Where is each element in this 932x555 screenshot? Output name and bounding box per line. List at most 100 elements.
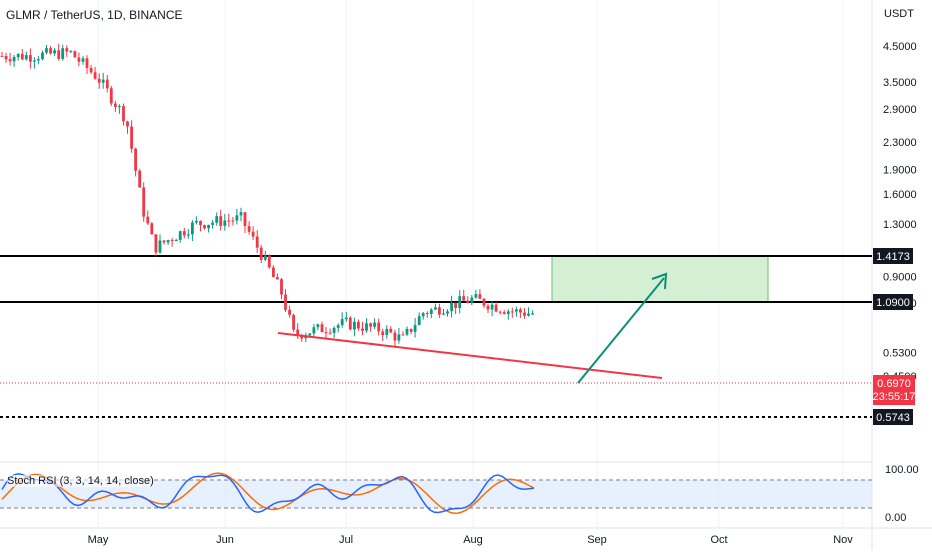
candle-down <box>203 225 206 229</box>
candle-up <box>429 309 433 314</box>
candle-down <box>105 79 109 89</box>
candle-down <box>276 277 279 280</box>
last-price-label[interactable]: 0.6970 23:55:17 <box>873 375 916 405</box>
time-label-aug: Aug <box>463 534 483 546</box>
candle-up <box>417 316 421 325</box>
descending-trendline[interactable] <box>277 332 663 379</box>
candle-down <box>255 236 259 248</box>
candle-up <box>81 58 85 62</box>
time-axis[interactable]: May Jun Jul Aug Sep Oct Nov <box>88 534 854 546</box>
stoch-rsi-title[interactable]: Stoch RSI (3, 3, 14, 14, close) <box>7 475 154 487</box>
candle-down <box>389 328 393 333</box>
candle-down <box>409 328 413 332</box>
candle-down <box>280 279 283 295</box>
candle-down <box>523 312 526 316</box>
candlestick-series[interactable] <box>0 43 534 348</box>
candle-up <box>166 240 170 243</box>
candle-down <box>122 106 125 122</box>
candle-up <box>37 59 40 61</box>
price-tick: 1.3000 <box>883 219 917 231</box>
candle-down <box>296 329 300 335</box>
candle-down <box>73 51 77 58</box>
candle-up <box>531 313 534 315</box>
symbol-title[interactable]: GLMR / TetherUS, 1D, BINANCE <box>6 8 183 22</box>
candle-up <box>45 48 48 53</box>
candle-down <box>126 121 129 127</box>
candle-down <box>348 317 352 330</box>
stoch-tick-100: 100.00 <box>885 464 919 476</box>
candle-down <box>328 332 332 334</box>
candle-down <box>510 311 514 313</box>
last-price-text: 0.6970 <box>877 378 911 390</box>
support-label[interactable]: 0.5743 <box>873 409 913 425</box>
stoch-k-line[interactable] <box>1 473 535 514</box>
candle-down <box>77 57 81 62</box>
candle-up <box>442 313 445 315</box>
candle-up <box>450 302 453 312</box>
projection-arrow[interactable] <box>577 272 668 384</box>
candle-up <box>178 231 182 240</box>
price-tick: 3.5000 <box>883 77 917 89</box>
candle-down <box>4 56 8 60</box>
candle-up <box>33 60 36 62</box>
candle-down <box>292 314 295 330</box>
candle-down <box>243 212 247 226</box>
candle-down <box>519 309 522 313</box>
candle-up <box>186 234 190 236</box>
candle-down <box>361 328 364 331</box>
candle-down <box>478 294 482 299</box>
candle-up <box>316 324 320 328</box>
price-tick: 0.9000 <box>883 272 917 284</box>
candle-up <box>223 220 227 226</box>
candle-down <box>259 247 263 260</box>
level-label-top[interactable]: 1.4173 <box>873 248 913 264</box>
candle-up <box>191 222 194 235</box>
candle-down <box>462 296 466 301</box>
currency-label: USDT <box>884 8 914 20</box>
price-tick: 2.9000 <box>883 104 917 116</box>
candle-up <box>69 51 73 53</box>
countdown-text: 23:55:17 <box>873 391 916 403</box>
candle-up <box>365 323 368 331</box>
candle-up <box>474 294 478 298</box>
candle-down <box>146 216 150 224</box>
candle-up <box>24 55 28 60</box>
candle-up <box>421 313 425 317</box>
candle-up <box>458 296 462 308</box>
candle-down <box>284 294 287 310</box>
candle-down <box>8 59 12 62</box>
candle-up <box>211 222 214 225</box>
candle-down <box>49 48 52 54</box>
candle-up <box>336 325 340 328</box>
candle-up <box>174 239 178 242</box>
candle-up <box>41 52 44 60</box>
candle-down <box>498 311 502 313</box>
candle-down <box>162 240 166 243</box>
candle-up <box>434 307 437 310</box>
price-tick: 1.9000 <box>883 165 917 177</box>
candle-up <box>470 297 474 303</box>
candle-up <box>340 319 344 326</box>
candle-up <box>344 317 348 320</box>
candle-down <box>288 309 291 315</box>
candle-down <box>89 68 93 73</box>
candle-up <box>308 333 312 336</box>
candle-down <box>369 323 372 327</box>
candle-down <box>502 312 506 314</box>
candle-down <box>170 240 174 242</box>
candle-down <box>65 48 69 52</box>
candle-down <box>97 78 101 83</box>
candle-up <box>207 224 210 229</box>
candle-down <box>199 221 202 226</box>
candle-down <box>425 313 429 315</box>
candle-up <box>312 327 316 334</box>
candle-down <box>0 55 4 57</box>
level-label-bottom[interactable]: 1.0900 <box>873 294 913 310</box>
time-label-jul: Jul <box>339 534 353 546</box>
candle-down <box>494 304 498 312</box>
candle-up <box>446 311 449 314</box>
target-zone[interactable] <box>551 255 769 303</box>
candle-down <box>29 55 32 62</box>
